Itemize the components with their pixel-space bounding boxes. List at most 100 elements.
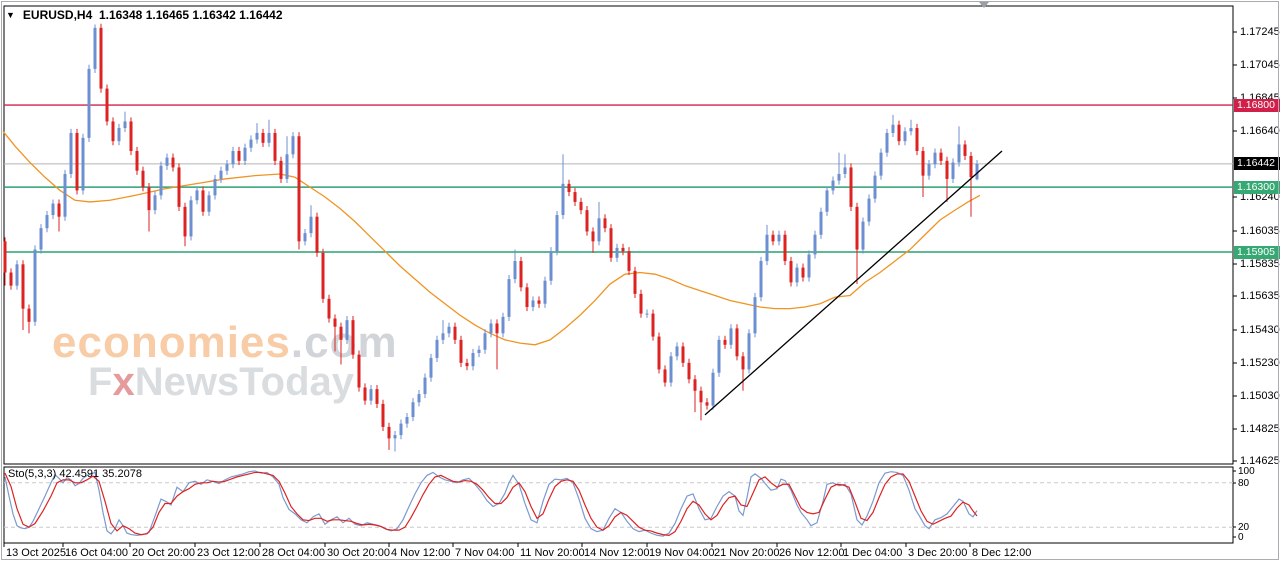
candle-body bbox=[603, 218, 607, 229]
date-axis-label: 1 Dec 04:00 bbox=[843, 547, 903, 559]
candle-body bbox=[189, 200, 193, 237]
candle-body bbox=[171, 157, 175, 168]
date-axis-label: 8 Dec 12:00 bbox=[972, 547, 1032, 559]
candle-body bbox=[921, 151, 925, 176]
candle-body bbox=[195, 190, 199, 201]
date-axis-label: 7 Nov 04:00 bbox=[455, 547, 515, 559]
candle-body bbox=[885, 132, 889, 153]
candle-body bbox=[75, 132, 79, 191]
candle-body bbox=[3, 241, 7, 273]
resistance-badge: 1.16800 bbox=[1234, 98, 1280, 112]
candle-body bbox=[87, 68, 91, 138]
price-axis-label: 1.14625 bbox=[1240, 455, 1280, 467]
candle-body bbox=[645, 313, 649, 315]
candle-body bbox=[123, 121, 127, 129]
candle-body bbox=[351, 320, 355, 355]
candle-body bbox=[693, 379, 697, 391]
price-axis-label: 1.15430 bbox=[1240, 324, 1280, 336]
date-axis-label: 30 Oct 20:00 bbox=[327, 547, 390, 559]
date-axis-label: 13 Oct 2025 bbox=[6, 547, 66, 559]
current-price-badge: 1.16442 bbox=[1234, 157, 1280, 171]
candle-body bbox=[81, 137, 85, 191]
candle-body bbox=[345, 320, 349, 340]
candle-body bbox=[381, 403, 385, 427]
candle-body bbox=[489, 323, 493, 334]
candle-body bbox=[249, 139, 253, 148]
price-axis-label: 1.16240 bbox=[1240, 191, 1280, 203]
candle-body bbox=[333, 318, 337, 327]
date-axis-label: 16 Oct 04:00 bbox=[65, 547, 128, 559]
trendline[interactable] bbox=[704, 150, 1003, 416]
stoch-axis-label: 0 bbox=[1238, 532, 1244, 543]
candle-body bbox=[687, 362, 691, 380]
candle-body bbox=[105, 88, 109, 122]
candle-body bbox=[669, 356, 673, 383]
candle-body bbox=[819, 211, 823, 235]
symbol-dropdown-icon[interactable]: ▼ bbox=[6, 10, 15, 20]
candle-body bbox=[177, 167, 181, 207]
chart-shift-marker-icon[interactable] bbox=[979, 2, 989, 8]
candle-body bbox=[117, 128, 121, 142]
candle-body bbox=[759, 261, 763, 298]
candle-body bbox=[795, 267, 799, 283]
stoch-d-line bbox=[4, 471, 978, 536]
candle-body bbox=[387, 426, 391, 439]
candle-body bbox=[675, 346, 679, 357]
candle-body bbox=[903, 131, 907, 142]
candle-body bbox=[741, 356, 745, 370]
candle-body bbox=[771, 234, 775, 242]
candle-body bbox=[39, 228, 43, 250]
candle-body bbox=[303, 233, 307, 242]
candle-body bbox=[369, 389, 373, 401]
candle-body bbox=[837, 173, 841, 181]
support-badge-1: 1.16300 bbox=[1234, 180, 1280, 194]
candle-body bbox=[627, 251, 631, 271]
candle-body bbox=[609, 228, 613, 258]
candle-body bbox=[765, 234, 769, 262]
candle-body bbox=[159, 165, 163, 196]
symbol-period-label: EURUSD,H4 bbox=[22, 8, 93, 22]
candle-body bbox=[951, 162, 955, 179]
indicator-pane-border bbox=[3, 466, 1234, 544]
candle-body bbox=[273, 132, 277, 161]
date-axis-label: 4 Nov 12:00 bbox=[391, 547, 451, 559]
candle-body bbox=[471, 353, 475, 367]
price-axis-label: 1.17045 bbox=[1240, 59, 1280, 71]
candle-body bbox=[327, 298, 331, 319]
support-badge-2: 1.15905 bbox=[1234, 245, 1280, 259]
candle-body bbox=[477, 349, 481, 354]
candle-body bbox=[237, 151, 241, 161]
candle-body bbox=[879, 152, 883, 176]
candle-body bbox=[393, 435, 397, 439]
date-axis-label: 3 Dec 20:00 bbox=[908, 547, 968, 559]
candle-body bbox=[483, 333, 487, 350]
candle-body bbox=[843, 167, 847, 174]
candle-body bbox=[615, 247, 619, 258]
candle-body bbox=[339, 326, 343, 340]
candle-body bbox=[891, 124, 895, 133]
candle-body bbox=[459, 339, 463, 363]
candle-body bbox=[213, 178, 217, 196]
price-axis-label: 1.15835 bbox=[1240, 258, 1280, 270]
candle-body bbox=[321, 252, 325, 299]
candle-body bbox=[417, 394, 421, 403]
candle-body bbox=[141, 170, 145, 188]
candle-body bbox=[279, 160, 283, 179]
candle-body bbox=[573, 192, 577, 202]
candle-body bbox=[183, 206, 187, 237]
candle-body bbox=[21, 264, 25, 309]
candle-body bbox=[975, 163, 979, 180]
date-axis-label: 28 Oct 04:00 bbox=[262, 547, 325, 559]
price-axis-label: 1.17245 bbox=[1240, 26, 1280, 38]
candle-body bbox=[783, 234, 787, 262]
candle-body bbox=[519, 261, 523, 288]
price-axis-label: 1.15030 bbox=[1240, 390, 1280, 402]
candle-body bbox=[399, 423, 403, 436]
open-value: 1.16348 bbox=[98, 8, 143, 22]
candle-body bbox=[93, 27, 97, 69]
candle-body bbox=[309, 216, 313, 234]
candle-body bbox=[255, 132, 259, 140]
candle-body bbox=[423, 377, 427, 395]
